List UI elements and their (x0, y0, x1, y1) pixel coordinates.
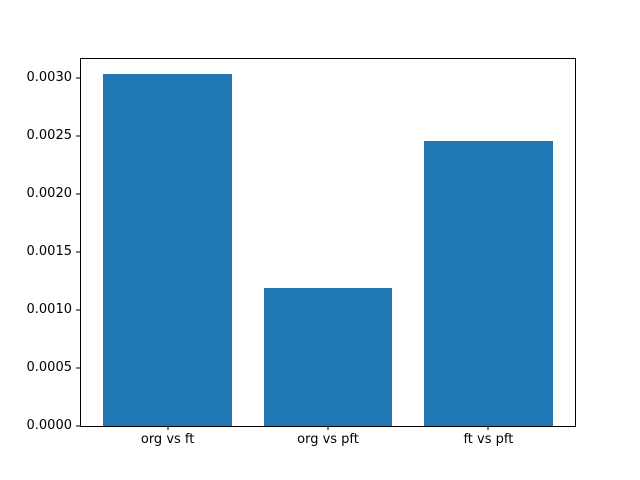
x-tick-label: ft vs pft (463, 432, 514, 447)
y-tick-mark (76, 425, 80, 427)
y-tick-label: 0.0020 (26, 185, 73, 201)
x-tick-label: org vs ft (140, 432, 195, 447)
bar-org-vs-pft (263, 287, 393, 426)
x-tick-mark (487, 426, 489, 430)
y-tick-mark (76, 193, 80, 195)
y-tick-label: 0.0015 (26, 243, 73, 259)
x-tick-mark (327, 426, 329, 430)
y-tick-label: 0.0000 (26, 418, 73, 433)
y-tick-mark (76, 77, 80, 79)
y-tick-label: 0.0025 (26, 127, 73, 143)
x-tick-mark (167, 426, 169, 430)
bar-ft-vs-pft (424, 141, 553, 426)
y-tick-label: 0.0010 (26, 301, 73, 317)
plot-area: org vs ft org vs pft ft vs pft 0.0000 0.0005… (27, 58, 576, 447)
y-tick-mark (76, 251, 80, 253)
x-tick-label: org vs pft (297, 432, 359, 447)
y-tick-mark (76, 367, 80, 369)
y-tick-mark (76, 309, 80, 311)
y-tick-label: 0.0005 (26, 359, 73, 375)
y-tick-label: 0.0030 (26, 69, 73, 85)
bar-org-vs-ft (103, 74, 232, 426)
y-tick-mark (76, 135, 80, 137)
